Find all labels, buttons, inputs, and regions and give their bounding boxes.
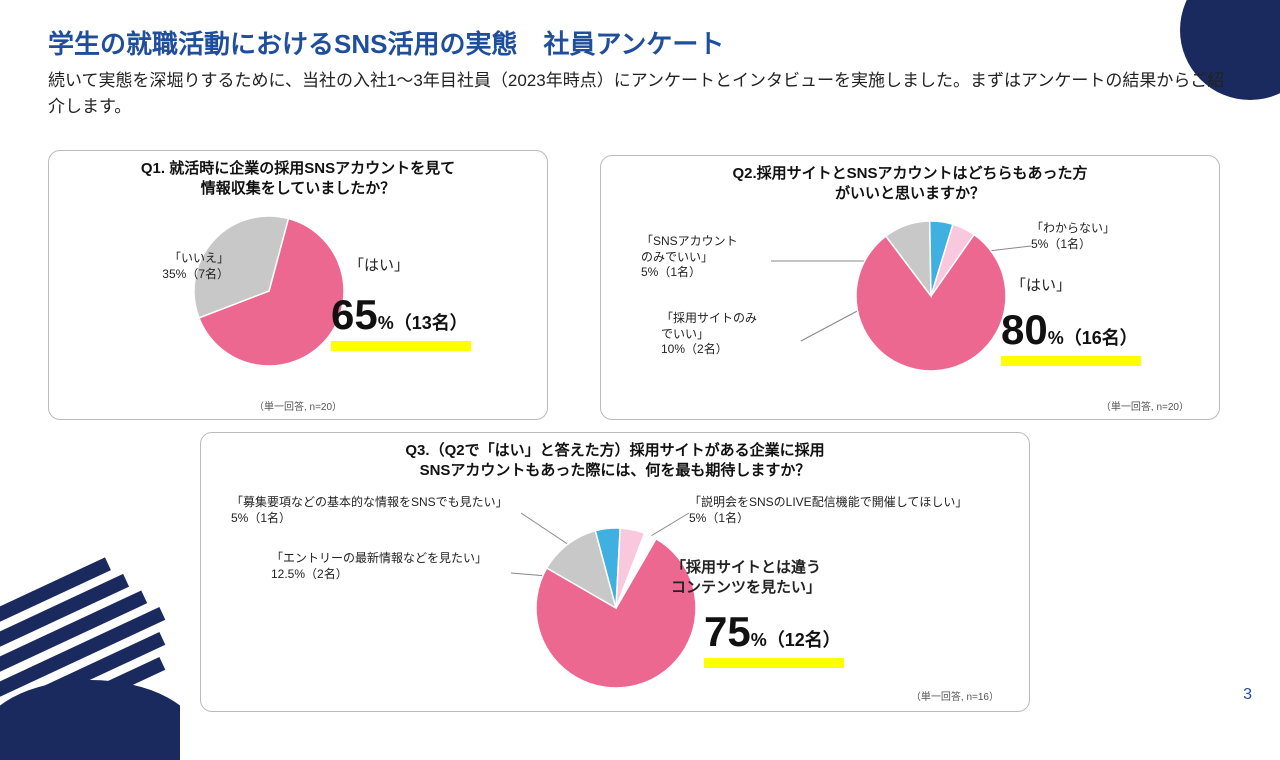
q2-footnote: （単一回答, n=20） <box>1101 398 1189 413</box>
q2-highlight <box>1001 356 1141 366</box>
slide-subtitle: 続いて実態を深堀りするために、当社の入社1〜3年目社員（2023年時点）にアンケ… <box>48 68 1232 119</box>
q3-footnote: （単一回答, n=16） <box>911 688 999 703</box>
q1-pct: %（13名） <box>378 313 468 333</box>
card-q1: Q1. 就活時に企業の採用SNSアカウントを見て 情報収集をしていましたか？ 「… <box>48 150 548 420</box>
q1-title: Q1. 就活時に企業の採用SNSアカウントを見て 情報収集をしていましたか？ <box>49 159 547 200</box>
q3-label-entry: 「エントリーの最新情報などを見たい」 12.5%（2名） <box>271 551 487 582</box>
q1-highlight <box>331 341 471 351</box>
q2-pie <box>851 216 1011 376</box>
q3-label-basic: 「募集要項などの基本的な情報をSNSでも見たい」 5%（1名） <box>231 495 508 526</box>
q1-label-no: 「いいえ」 35%（7名） <box>139 251 229 282</box>
q2-big-number: 80%（16名） <box>1001 306 1138 354</box>
q1-big-number: 65%（13名） <box>331 291 468 339</box>
q3-label-live: 「説明会をSNSのLIVE配信機能で開催してほしい」 5%（1名） <box>689 495 967 526</box>
page-number: 3 <box>1243 686 1252 704</box>
q3-big-number: 75%（12名） <box>704 608 841 656</box>
q2-pct: %（16名） <box>1048 328 1138 348</box>
q1-footnote: （単一回答, n=20） <box>49 398 547 413</box>
q1-label-yes: 「はい」 <box>349 256 409 276</box>
card-q3: Q3.（Q2で「はい」と答えた方）採用サイトがある企業に採用 SNSアカウントも… <box>200 432 1030 712</box>
q3-pie <box>531 523 701 693</box>
q1-pie <box>189 211 349 371</box>
card-q2: Q2.採用サイトとSNSアカウントはどちらもあった方 がいいと思いますか？ 「S… <box>600 155 1220 420</box>
q3-num: 75 <box>704 608 751 655</box>
q2-label-snsonly: 「SNSアカウント のみでいい」 5%（1名） <box>641 234 738 281</box>
slide-title: 学生の就職活動におけるSNS活用の実態 社員アンケート <box>48 24 724 61</box>
q3-pct: %（12名） <box>751 630 841 650</box>
q2-label-yes: 「はい」 <box>1011 276 1071 296</box>
q3-highlight <box>704 658 844 668</box>
decorative-stripes-bottom <box>0 540 180 760</box>
q1-num: 65 <box>331 291 378 338</box>
q3-label-main: 「採用サイトとは違う コンテンツを見たい」 <box>671 558 821 597</box>
q2-num: 80 <box>1001 306 1048 353</box>
q2-label-siteonly: 「採用サイトのみ でいい」 10%（2名） <box>661 311 757 358</box>
q2-label-dontknow: 「わからない」 5%（1名） <box>1031 221 1115 252</box>
